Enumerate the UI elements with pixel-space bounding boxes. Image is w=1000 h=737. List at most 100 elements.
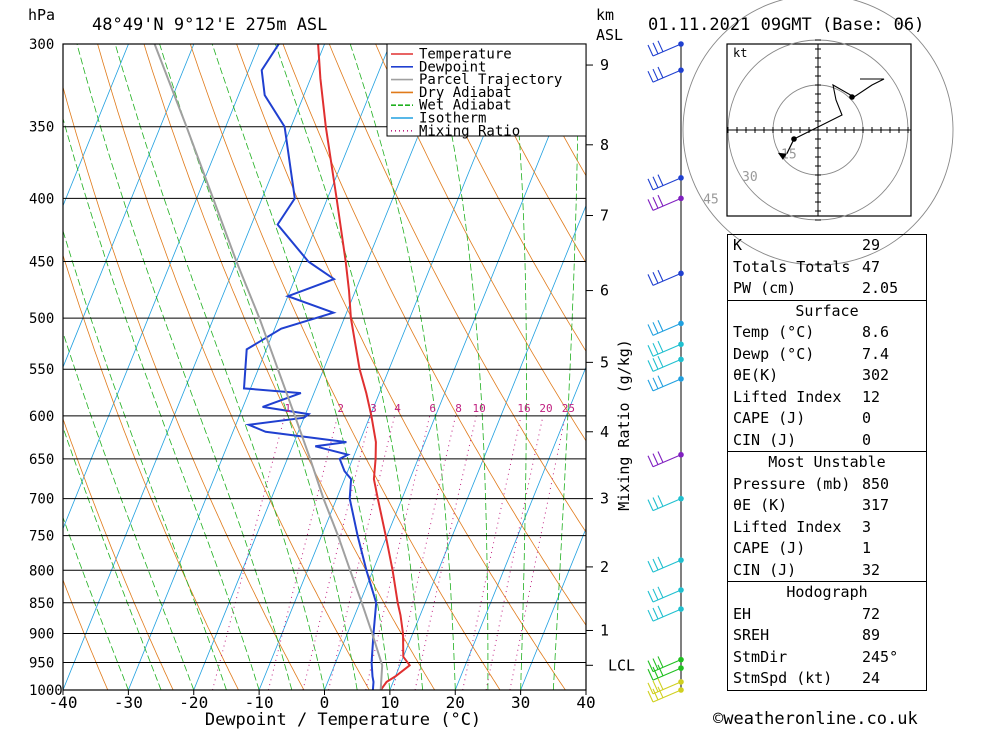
surface-value: 7.4: [862, 344, 890, 363]
wind-barb: [647, 686, 682, 703]
hodograph: kt 15 30 45: [682, 0, 954, 266]
hodograph-trace: [793, 78, 885, 140]
series-parcel-trajectory: [153, 44, 384, 690]
isotherm-line: [389, 204, 586, 690]
wind-barb: [647, 556, 682, 573]
wet-adiabat-line: [159, 44, 358, 690]
height-tick-label: 9: [600, 56, 609, 74]
surface-box: Surface Temp (°C) 8.6 Dewp (°C) 7.4 θE(K) 302…: [727, 300, 927, 452]
x-tick-label: 40: [576, 693, 595, 712]
mixing-ratio-line: [267, 415, 339, 690]
pressure-tick-label: 850: [29, 596, 54, 612]
pressure-tick-label: 400: [29, 191, 54, 207]
wind-barb: [647, 586, 682, 603]
surface-value: 0: [862, 409, 872, 427]
isotherm-line: [454, 366, 586, 690]
wind-barb: [647, 451, 682, 468]
surface-value: 12: [862, 387, 881, 406]
legend-entry: Temperature: [419, 47, 512, 63]
pressure-tick-label: 350: [29, 120, 54, 136]
dry-adiabat-line: [421, 44, 586, 352]
surface-value: 302: [862, 366, 890, 384]
x-tick-label: -20: [179, 693, 208, 712]
x-tick-label: 0: [320, 693, 330, 712]
hodograph-stat-value: 89: [862, 626, 881, 644]
surface-row: Dewp (°C) 7.4: [728, 344, 926, 366]
pressure-tick-label: 950: [29, 655, 54, 671]
most-unstable-row: Pressure (mb) 850: [728, 474, 926, 496]
datetime-title: 01.11.2021 09GMT (Base: 06): [648, 15, 924, 35]
storm-motion-arrow: [786, 138, 795, 154]
asl-unit: ASL: [596, 26, 623, 44]
pressure-tick-label: 900: [29, 626, 54, 642]
most-unstable-label: Lifted Index: [733, 517, 842, 536]
x-tick-label: -10: [245, 693, 274, 712]
km-unit: km: [596, 6, 614, 24]
wind-barb: [647, 194, 682, 211]
credit-link[interactable]: ©weatheronline.co.uk: [713, 709, 918, 729]
wind-barb: [647, 340, 682, 357]
dry-adiabat-line: [282, 44, 586, 626]
height-tick-label: 7: [600, 207, 609, 225]
hodograph-box: Hodograph EH 72 SREH 89 StmDir 245° StmSpd (kt…: [727, 582, 927, 691]
summary-row: Totals Totals 47: [728, 257, 926, 279]
mixing-ratio-label: 6: [429, 402, 436, 415]
sounding-series: [153, 44, 412, 690]
surface-value: 0: [862, 430, 872, 449]
wind-profile: [647, 40, 684, 703]
surface-row: Temp (°C) 8.6: [728, 322, 926, 344]
x-tick-label: -40: [49, 693, 78, 712]
dry-adiabat-line: [978, 44, 1000, 690]
pressure-tick-label: 500: [29, 311, 54, 327]
mixing-ratio-axis-label: Mixing Ratio (g/kg): [615, 339, 633, 511]
isotherm-line: [193, 44, 456, 690]
legend-entry: Isotherm: [419, 111, 486, 127]
wet-adiabat-line: [552, 44, 579, 690]
hodograph-stat-row: SREH 89: [728, 625, 926, 647]
most-unstable-row: θE (K) 317: [728, 495, 926, 517]
wind-barb: [647, 605, 682, 622]
dry-adiabat-line: [328, 44, 586, 533]
wet-adiabat-line: [510, 44, 527, 690]
dry-adiabat-line: [63, 417, 174, 690]
wind-level-dot: [678, 67, 684, 73]
surface-label: Dewp (°C): [733, 344, 815, 363]
hodograph-mean-dot: [849, 94, 855, 100]
hodograph-stat-label: EH: [733, 604, 752, 623]
most-unstable-label: CAPE (J): [733, 539, 806, 557]
height-tick-label: LCL: [608, 656, 635, 674]
isotherm-line: [128, 44, 391, 690]
hodograph-unit: kt: [733, 46, 747, 60]
wind-barb: [647, 269, 682, 286]
hodograph-ring-label: 30: [742, 170, 758, 185]
most-unstable-value: 3: [862, 517, 872, 536]
legend-frame: [386, 43, 587, 137]
x-tick-label: 30: [511, 693, 530, 712]
hodograph-stat-row: EH 72: [728, 604, 926, 626]
pressure-tick-label: 750: [29, 529, 54, 545]
series-temperature: [317, 44, 412, 690]
legend-entry: Mixing Ratio: [419, 123, 520, 139]
x-axis-label: Dewpoint / Temperature (°C): [205, 710, 481, 730]
surface-label: CIN (J): [733, 430, 797, 449]
surface-row: Lifted Index 12: [728, 387, 926, 409]
summary-value: 47: [862, 257, 881, 276]
dry-adiabat-line: [375, 44, 586, 442]
pressure-tick-label: 550: [29, 362, 54, 378]
hodograph-stat-label: StmSpd (kt): [733, 669, 833, 687]
storm-motion-arrowhead: [777, 152, 787, 160]
summary-box: K 29 Totals Totals 47 PW (cm) 2.05: [727, 234, 927, 301]
most-unstable-label: θE (K): [733, 496, 788, 514]
mixing-ratio-label: 25: [562, 402, 575, 415]
height-tick-label: 2: [600, 558, 609, 576]
mixing-ratio-line: [462, 415, 522, 690]
surface-value: 8.6: [862, 323, 890, 341]
wind-barb: [647, 355, 682, 372]
mixing-ratio-label: 4: [394, 402, 401, 415]
most-unstable-value: 850: [862, 474, 890, 493]
wind-barb: [647, 678, 682, 695]
hodograph-ring-label: 45: [703, 193, 719, 208]
pressure-tick-label: 450: [29, 255, 54, 271]
